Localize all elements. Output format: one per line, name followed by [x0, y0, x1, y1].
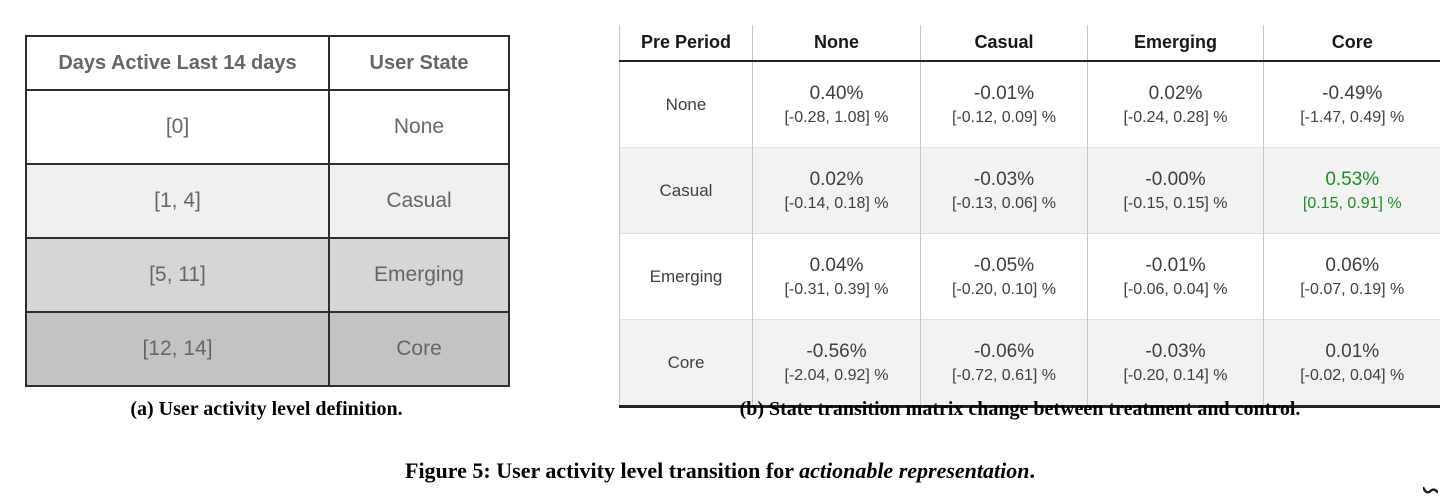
cell-ci: [-0.06, 0.04] %: [1123, 280, 1228, 298]
col-header-emerging: Emerging: [1087, 25, 1264, 62]
subcaption-a: (a) User activity level definition.: [130, 398, 403, 420]
days-range-cell: [5, 11]: [25, 237, 330, 313]
matrix-cell-none-emerging: 0.02% [-0.24, 0.28] %: [1087, 60, 1264, 148]
definition-row-none: [0] None: [25, 89, 510, 165]
cell-value: -0.01%: [973, 82, 1035, 104]
matrix-cell-core-core: 0.01% [-0.02, 0.04] %: [1263, 319, 1440, 408]
row-label: None: [619, 60, 753, 148]
matrix-cell-core-none: -0.56% [-2.04, 0.92] %: [752, 319, 921, 408]
cell-value: -0.01%: [1145, 254, 1206, 276]
cell-ci: [-0.15, 0.15] %: [1123, 194, 1228, 212]
cell-value: -0.56%: [806, 340, 867, 362]
matrix-cell-none-core: -0.49% [-1.47, 0.49] %: [1263, 60, 1440, 148]
cell-value: -0.03%: [973, 168, 1035, 190]
figure-caption: Figure 5: User activity level transition…: [0, 458, 1440, 484]
user-state-cell: None: [328, 89, 510, 165]
definition-header-state: User State: [328, 35, 510, 91]
cell-ci: [0.15, 0.91] %: [1302, 194, 1402, 212]
partial-glyph-mark: [1423, 486, 1438, 494]
cell-value: -0.00%: [1145, 168, 1206, 190]
cell-ci: [-0.24, 0.28] %: [1123, 108, 1228, 126]
days-range-cell: [12, 14]: [25, 311, 330, 387]
matrix-cell-none-casual: -0.01% [-0.12, 0.09] %: [920, 60, 1088, 148]
definition-header-days: Days Active Last 14 days: [25, 35, 330, 91]
subcaption-b: (b) State transition matrix change betwe…: [739, 398, 1301, 420]
matrix-cell-emerging-none: 0.04% [-0.31, 0.39] %: [752, 233, 921, 320]
row-label: Emerging: [619, 233, 753, 320]
definition-row-emerging: [5, 11] Emerging: [25, 237, 510, 313]
col-header-casual: Casual: [920, 25, 1088, 62]
cell-ci: [-0.07, 0.19] %: [1300, 280, 1405, 298]
cell-ci: [-0.13, 0.06] %: [951, 194, 1057, 212]
matrix-row-casual: Casual 0.02% [-0.14, 0.18] % -0.03% [-0.…: [619, 147, 1440, 234]
cell-ci: [-0.20, 0.14] %: [1123, 366, 1228, 384]
cell-value: 0.04%: [809, 254, 864, 276]
figure-caption-prefix: Figure 5: User activity level transition…: [405, 458, 800, 483]
matrix-cell-core-casual: -0.06% [-0.72, 0.61] %: [920, 319, 1088, 408]
row-label: Core: [619, 319, 753, 408]
matrix-cell-none-none: 0.40% [-0.28, 1.08] %: [752, 60, 921, 148]
definition-header-row: Days Active Last 14 days User State: [25, 35, 510, 91]
cell-ci: [-0.20, 0.10] %: [951, 280, 1057, 298]
cell-value: 0.06%: [1325, 254, 1380, 276]
cell-ci: [-2.04, 0.92] %: [784, 366, 889, 384]
definition-table: Days Active Last 14 days User State [0] …: [25, 35, 510, 387]
cell-value: 0.02%: [809, 168, 864, 190]
cell-value: 0.01%: [1325, 340, 1380, 362]
cell-value: 0.40%: [809, 82, 864, 104]
user-state-cell: Casual: [328, 163, 510, 239]
cell-ci: [-0.02, 0.04] %: [1300, 366, 1405, 384]
matrix-cell-casual-emerging: -0.00% [-0.15, 0.15] %: [1087, 147, 1264, 234]
matrix-cell-emerging-emerging: -0.01% [-0.06, 0.04] %: [1087, 233, 1264, 320]
col-header-none: None: [752, 25, 921, 62]
cell-value: 0.53%: [1325, 168, 1380, 190]
cell-ci: [-1.47, 0.49] %: [1300, 108, 1405, 126]
matrix-cell-casual-none: 0.02% [-0.14, 0.18] %: [752, 147, 921, 234]
figure-caption-suffix: .: [1029, 458, 1035, 483]
days-range-cell: [0]: [25, 89, 330, 165]
matrix-cell-core-emerging: -0.03% [-0.20, 0.14] %: [1087, 319, 1264, 408]
cell-ci: [-0.28, 1.08] %: [784, 108, 889, 126]
matrix-cell-casual-core-highlighted: 0.53% [0.15, 0.91] %: [1263, 147, 1440, 234]
definition-row-core: [12, 14] Core: [25, 311, 510, 387]
user-state-cell: Core: [328, 311, 510, 387]
cell-value: -0.03%: [1145, 340, 1206, 362]
matrix-cell-emerging-casual: -0.05% [-0.20, 0.10] %: [920, 233, 1088, 320]
cell-value: 0.02%: [1148, 82, 1203, 104]
cell-ci: [-0.31, 0.39] %: [784, 280, 889, 298]
cell-ci: [-0.72, 0.61] %: [951, 366, 1057, 384]
matrix-header-row: Pre Period None Casual Emerging Core: [619, 25, 1440, 62]
row-label: Casual: [619, 147, 753, 234]
pre-period-header: Pre Period: [619, 25, 753, 62]
cell-value: -0.49%: [1322, 82, 1383, 104]
matrix-row-emerging: Emerging 0.04% [-0.31, 0.39] % -0.05% [-…: [619, 233, 1440, 320]
user-state-cell: Emerging: [328, 237, 510, 313]
cell-value: -0.05%: [973, 254, 1035, 276]
matrix-row-core: Core -0.56% [-2.04, 0.92] % -0.06% [-0.7…: [619, 319, 1440, 408]
cell-ci: [-0.12, 0.09] %: [951, 108, 1057, 126]
matrix-cell-emerging-core: 0.06% [-0.07, 0.19] %: [1263, 233, 1440, 320]
col-header-core: Core: [1263, 25, 1440, 62]
transition-matrix-table: Pre Period None Casual Emerging Core Non…: [619, 25, 1440, 408]
figure-caption-emphasis: actionable representation: [799, 458, 1030, 483]
cell-value: -0.06%: [973, 340, 1035, 362]
matrix-row-none: None 0.40% [-0.28, 1.08] % -0.01% [-0.12…: [619, 60, 1440, 148]
matrix-cell-casual-casual: -0.03% [-0.13, 0.06] %: [920, 147, 1088, 234]
cell-ci: [-0.14, 0.18] %: [784, 194, 889, 212]
days-range-cell: [1, 4]: [25, 163, 330, 239]
definition-row-casual: [1, 4] Casual: [25, 163, 510, 239]
